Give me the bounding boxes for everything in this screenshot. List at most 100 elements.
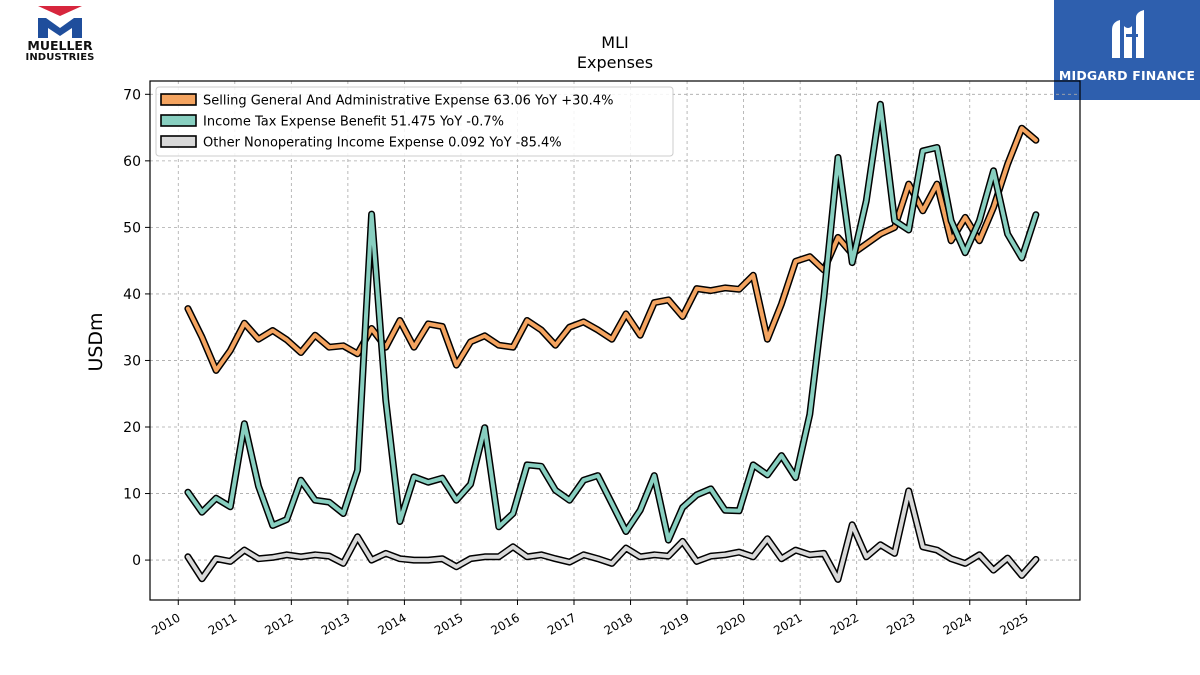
data-point xyxy=(638,508,642,512)
legend-label-2: Other Nonoperating Income Expense 0.092 … xyxy=(203,136,562,151)
data-point xyxy=(525,555,529,559)
data-point xyxy=(200,335,204,339)
chart-subtitle: Expenses xyxy=(577,53,653,72)
data-point xyxy=(808,553,812,557)
data-point xyxy=(483,334,487,338)
data-point xyxy=(356,352,359,356)
data-point xyxy=(596,474,600,477)
data-point xyxy=(313,333,317,337)
data-point xyxy=(836,236,840,239)
x-tick-label: 2010 xyxy=(149,610,182,637)
data-point xyxy=(455,565,458,569)
data-point xyxy=(214,557,218,561)
data-point xyxy=(1020,574,1024,577)
data-point xyxy=(921,149,925,153)
y-tick-label: 50 xyxy=(123,220,141,236)
data-point xyxy=(850,523,854,527)
data-point xyxy=(907,228,911,232)
data-point xyxy=(751,273,755,277)
x-tick-label: 2013 xyxy=(319,610,352,637)
chart-title: MLI xyxy=(601,33,628,52)
data-point xyxy=(709,487,713,491)
data-point xyxy=(850,261,854,264)
data-point xyxy=(893,219,896,223)
data-point xyxy=(723,286,727,290)
data-point xyxy=(610,337,614,341)
data-point xyxy=(766,537,769,541)
data-point xyxy=(780,302,783,306)
data-point xyxy=(864,555,868,559)
data-point xyxy=(1034,138,1038,142)
x-tick-label: 2016 xyxy=(489,610,522,637)
data-point xyxy=(200,510,204,514)
data-point xyxy=(963,562,967,565)
data-point xyxy=(186,307,190,310)
x-tick-label: 2024 xyxy=(941,610,974,637)
data-point xyxy=(681,315,684,318)
data-point xyxy=(483,426,487,430)
data-point xyxy=(497,525,501,529)
data-point xyxy=(667,554,670,558)
data-point xyxy=(525,319,529,322)
data-point xyxy=(539,464,543,468)
data-point xyxy=(780,557,783,561)
data-point xyxy=(525,463,529,467)
data-point xyxy=(243,422,246,426)
data-point xyxy=(709,289,713,292)
data-point xyxy=(228,560,232,563)
data-point xyxy=(766,337,769,341)
data-point xyxy=(341,512,345,515)
data-point xyxy=(412,345,416,349)
data-point xyxy=(822,552,826,555)
data-point xyxy=(737,287,741,291)
y-tick-label: 10 xyxy=(123,487,141,503)
data-point xyxy=(285,553,289,557)
midgard-finance-logo: MIDGARD FINANCE xyxy=(1054,0,1200,100)
data-point xyxy=(469,482,472,486)
data-point xyxy=(327,345,331,349)
data-point xyxy=(186,555,190,559)
data-point xyxy=(398,319,402,322)
x-tick-label: 2015 xyxy=(432,610,465,637)
series-line-1 xyxy=(185,102,1038,543)
x-tick-label: 2019 xyxy=(658,610,691,637)
x-tick-label: 2020 xyxy=(715,610,748,637)
plot-frame xyxy=(149,80,1081,601)
x-tick-label: 2023 xyxy=(884,610,917,637)
data-point xyxy=(582,478,585,482)
data-point xyxy=(228,349,232,352)
data-point xyxy=(1006,162,1009,166)
data-point xyxy=(285,338,289,342)
data-point xyxy=(426,480,430,484)
data-point xyxy=(539,553,543,557)
x-tick-label: 2011 xyxy=(206,610,239,637)
data-point xyxy=(667,538,670,542)
data-point xyxy=(836,156,840,159)
x-tick-label: 2017 xyxy=(545,610,578,637)
data-point xyxy=(200,577,204,581)
data-point xyxy=(949,239,953,243)
data-point xyxy=(469,557,472,561)
data-point xyxy=(554,557,557,561)
data-point xyxy=(879,232,882,236)
data-point xyxy=(271,556,275,559)
data-point xyxy=(412,475,416,479)
data-point xyxy=(257,337,260,341)
data-point xyxy=(469,340,472,344)
data-point xyxy=(568,498,571,502)
data-point xyxy=(822,295,826,299)
data-point xyxy=(723,553,727,557)
data-point xyxy=(949,219,953,223)
data-point xyxy=(992,206,995,209)
data-point xyxy=(624,530,628,533)
data-point xyxy=(963,216,967,219)
data-point xyxy=(935,548,939,552)
data-point xyxy=(554,343,557,347)
data-point xyxy=(497,555,501,559)
data-point xyxy=(356,468,359,472)
data-point xyxy=(610,502,614,505)
data-point xyxy=(992,169,995,173)
data-point xyxy=(949,557,953,561)
data-point xyxy=(695,493,699,497)
